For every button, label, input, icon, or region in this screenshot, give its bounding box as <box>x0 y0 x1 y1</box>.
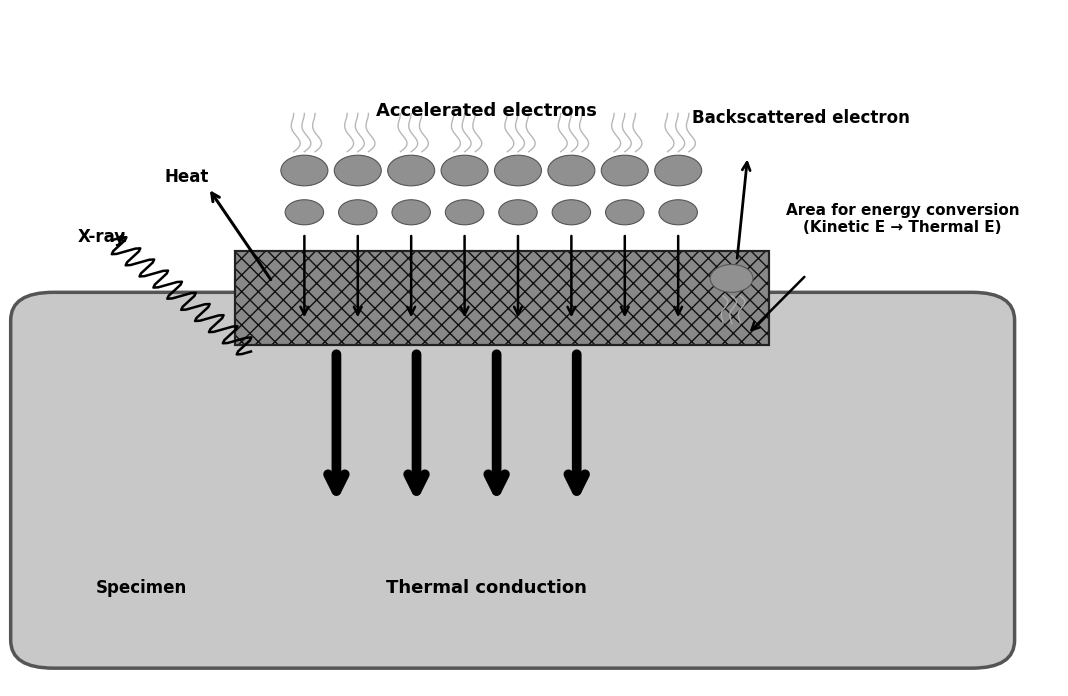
Text: X-ray: X-ray <box>77 228 126 246</box>
Ellipse shape <box>392 200 430 225</box>
Ellipse shape <box>601 155 648 186</box>
Text: Heat: Heat <box>164 168 209 187</box>
Ellipse shape <box>548 155 595 186</box>
Ellipse shape <box>606 200 644 225</box>
Ellipse shape <box>655 155 702 186</box>
Text: Backscattered electron: Backscattered electron <box>692 109 910 127</box>
Text: Accelerated electrons: Accelerated electrons <box>376 102 596 120</box>
Text: Specimen: Specimen <box>96 579 187 597</box>
Ellipse shape <box>552 200 591 225</box>
Text: Area for energy conversion
(Kinetic E → Thermal E): Area for energy conversion (Kinetic E → … <box>786 203 1019 235</box>
Ellipse shape <box>499 200 537 225</box>
Ellipse shape <box>334 155 381 186</box>
Text: Thermal conduction: Thermal conduction <box>386 579 586 597</box>
Ellipse shape <box>281 155 328 186</box>
Ellipse shape <box>388 155 435 186</box>
Ellipse shape <box>710 264 753 292</box>
Ellipse shape <box>445 200 484 225</box>
Ellipse shape <box>659 200 697 225</box>
Ellipse shape <box>339 200 377 225</box>
Bar <box>235 251 769 345</box>
FancyBboxPatch shape <box>11 292 1015 668</box>
Ellipse shape <box>441 155 488 186</box>
Bar <box>235 251 769 345</box>
Ellipse shape <box>285 200 324 225</box>
Ellipse shape <box>494 155 541 186</box>
Bar <box>235 251 769 345</box>
